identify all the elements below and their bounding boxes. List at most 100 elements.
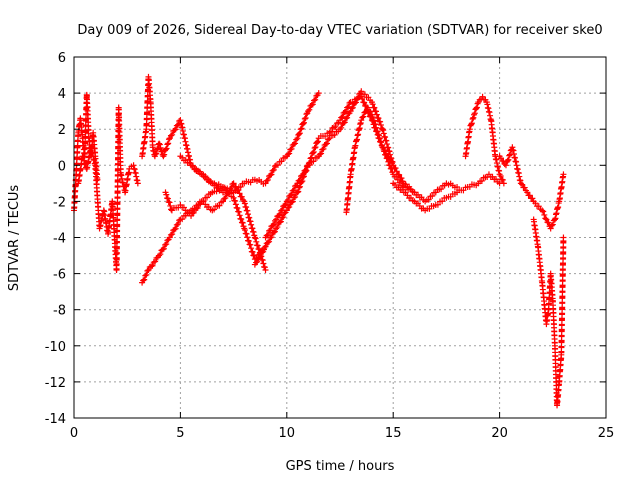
- data-point: [543, 216, 550, 223]
- data-point-trail: [189, 162, 203, 177]
- data-point-trail: [161, 136, 172, 158]
- data-point: [294, 189, 301, 196]
- data-point: [358, 117, 365, 124]
- data-point-trail: [402, 184, 416, 195]
- data-point-trail: [434, 182, 448, 193]
- series-arc-4: [139, 180, 269, 286]
- data-point-trail: [338, 110, 353, 131]
- data-point-trail: [549, 298, 558, 346]
- data-point-trail: [380, 145, 396, 176]
- data-point-trail: [179, 204, 193, 217]
- data-point: [79, 153, 86, 160]
- data-point-trail: [263, 217, 278, 239]
- data-point-trail: [352, 120, 364, 149]
- data-point-trail: [348, 90, 364, 112]
- data-point-trail: [284, 190, 300, 211]
- data-point: [379, 144, 386, 151]
- data-point-trail: [462, 128, 473, 158]
- data-point: [145, 266, 152, 273]
- data-point-trail: [543, 310, 552, 325]
- series-arc-9: [343, 104, 461, 216]
- data-point: [502, 162, 509, 169]
- data-point-trail: [157, 236, 172, 258]
- data-point-trail: [71, 172, 79, 212]
- data-point-trail: [222, 185, 235, 194]
- data-point-trail: [544, 219, 553, 230]
- y-tick-label: 2: [58, 123, 66, 138]
- x-tick-label: 0: [70, 426, 78, 441]
- data-point-trail: [540, 208, 549, 222]
- data-point-trail: [497, 172, 506, 183]
- data-point-trail: [274, 209, 289, 231]
- axis-ticks: 0 5 10 15 20 25 -14 -12 -10 -8 -6 -4 -2 0 2 4 6: [45, 51, 615, 441]
- data-point-trail: [531, 218, 541, 248]
- data-point-trail: [177, 120, 194, 167]
- data-point-trail: [115, 106, 124, 176]
- data-point-trail: [413, 200, 427, 212]
- data-point: [454, 183, 461, 190]
- data-point: [479, 93, 486, 100]
- data-point: [364, 104, 371, 111]
- data-point-trail: [413, 191, 427, 203]
- data-point-trail: [391, 164, 406, 185]
- data-point-trail: [328, 128, 342, 139]
- data-point-trail: [488, 118, 499, 158]
- data-point-trail: [467, 114, 477, 129]
- x-tick-label: 5: [176, 426, 184, 441]
- y-axis-title: SDTVAR / TECUs: [7, 185, 22, 292]
- y-tick-label: -2: [53, 195, 66, 210]
- data-point-trail: [327, 119, 342, 135]
- data-point: [219, 198, 226, 205]
- data-point-trail: [241, 200, 258, 239]
- series-arc-2: [75, 104, 141, 273]
- data-point-trail: [366, 108, 374, 115]
- data-point: [273, 216, 280, 223]
- data-point-trail: [466, 181, 480, 190]
- data-point-trail: [487, 173, 501, 185]
- x-tick-label: 25: [598, 426, 615, 441]
- data-point: [315, 90, 322, 97]
- data-point-trail: [189, 200, 204, 217]
- data-point-trail: [167, 117, 183, 139]
- data-point-trail: [316, 136, 332, 158]
- data-point-trail: [445, 190, 458, 200]
- data-point-trail: [424, 202, 437, 212]
- data-point: [134, 180, 141, 187]
- data-point-trail: [147, 100, 156, 148]
- data-point-trail: [343, 173, 354, 213]
- data-point: [230, 194, 237, 201]
- x-tick-label: 20: [491, 426, 508, 441]
- data-point: [294, 180, 301, 187]
- data-point-trail: [402, 189, 416, 204]
- data-point: [539, 207, 546, 214]
- x-axis-title: GPS time / hours: [286, 459, 395, 474]
- data-point-trail: [347, 145, 358, 174]
- chart-title: Day 009 of 2026, Sidereal Day-to-day VTE…: [77, 23, 602, 38]
- data-point-trail: [113, 106, 122, 272]
- data-point-trail: [163, 191, 175, 213]
- data-point-trail: [295, 163, 310, 184]
- data-point-trail: [242, 227, 258, 259]
- data-point-trail: [477, 174, 491, 185]
- data-point-trail: [150, 147, 158, 158]
- data-point-trail: [338, 99, 353, 121]
- data-point-trail: [480, 96, 489, 103]
- data-point: [166, 234, 173, 241]
- data-point-trail: [167, 217, 183, 238]
- y-tick-label: 4: [58, 87, 66, 102]
- data-point-trail: [306, 92, 321, 113]
- data-points: [71, 73, 567, 409]
- data-point-trail: [284, 136, 300, 158]
- data-point: [379, 126, 386, 133]
- data-point-trail: [471, 100, 481, 117]
- data-point: [166, 135, 173, 142]
- data-point-trail: [145, 76, 154, 103]
- data-point: [358, 88, 365, 95]
- data-point-trail: [171, 204, 182, 211]
- data-point-trail: [284, 182, 300, 203]
- data-point-trail: [306, 154, 320, 168]
- data-point-trail: [552, 200, 562, 222]
- data-point: [251, 234, 258, 241]
- y-tick-label: -6: [53, 268, 66, 283]
- data-point-trail: [77, 116, 86, 138]
